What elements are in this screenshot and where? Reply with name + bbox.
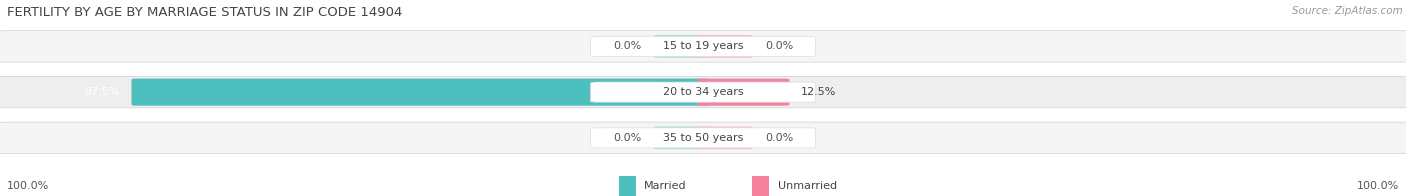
Text: 100.0%: 100.0% bbox=[1357, 181, 1399, 191]
Text: 12.5%: 12.5% bbox=[801, 87, 837, 97]
Text: 0.0%: 0.0% bbox=[613, 41, 641, 51]
FancyBboxPatch shape bbox=[591, 82, 815, 102]
FancyBboxPatch shape bbox=[752, 176, 769, 196]
Text: 0.0%: 0.0% bbox=[765, 41, 793, 51]
Text: Married: Married bbox=[644, 181, 686, 191]
FancyBboxPatch shape bbox=[697, 79, 790, 106]
FancyBboxPatch shape bbox=[131, 79, 709, 106]
FancyBboxPatch shape bbox=[654, 126, 707, 149]
FancyBboxPatch shape bbox=[654, 35, 707, 58]
Text: Source: ZipAtlas.com: Source: ZipAtlas.com bbox=[1292, 6, 1403, 16]
Text: Unmarried: Unmarried bbox=[778, 181, 837, 191]
FancyBboxPatch shape bbox=[699, 126, 752, 149]
Text: 100.0%: 100.0% bbox=[7, 181, 49, 191]
FancyBboxPatch shape bbox=[0, 122, 1406, 154]
FancyBboxPatch shape bbox=[699, 35, 752, 58]
Text: 20 to 34 years: 20 to 34 years bbox=[662, 87, 744, 97]
Text: 87.5%: 87.5% bbox=[84, 87, 120, 97]
Text: 0.0%: 0.0% bbox=[613, 133, 641, 143]
Text: 0.0%: 0.0% bbox=[765, 133, 793, 143]
FancyBboxPatch shape bbox=[0, 76, 1406, 108]
FancyBboxPatch shape bbox=[591, 36, 815, 56]
FancyBboxPatch shape bbox=[619, 176, 636, 196]
FancyBboxPatch shape bbox=[0, 31, 1406, 62]
Text: FERTILITY BY AGE BY MARRIAGE STATUS IN ZIP CODE 14904: FERTILITY BY AGE BY MARRIAGE STATUS IN Z… bbox=[7, 6, 402, 19]
Text: 15 to 19 years: 15 to 19 years bbox=[662, 41, 744, 51]
Text: 35 to 50 years: 35 to 50 years bbox=[662, 133, 744, 143]
FancyBboxPatch shape bbox=[591, 128, 815, 148]
